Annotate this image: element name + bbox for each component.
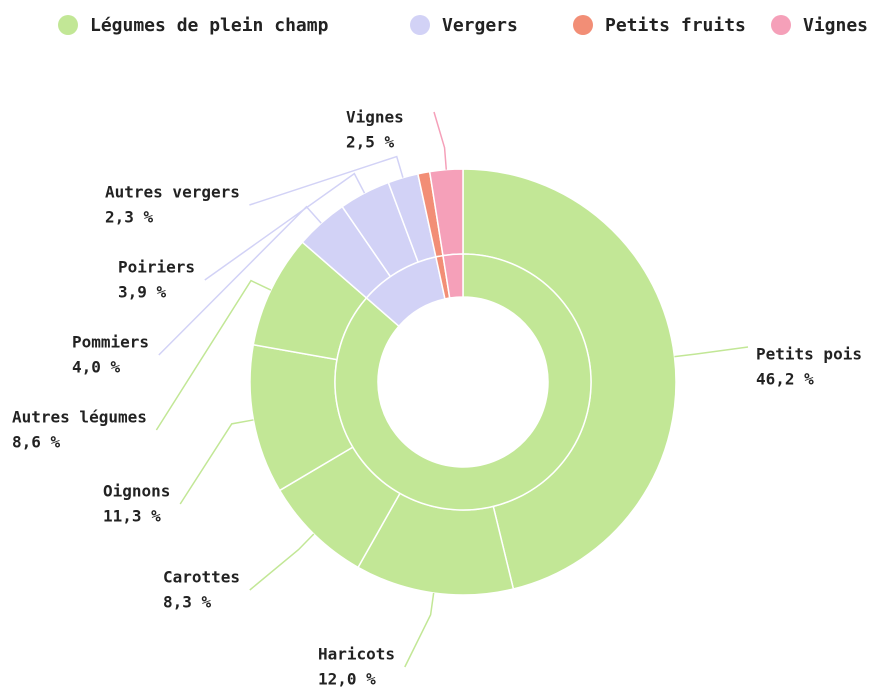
slice-label: Vignes (346, 108, 404, 127)
leader-line (155, 279, 272, 431)
leader-line (249, 533, 315, 591)
slice-value: 2,3 % (105, 208, 154, 227)
legend-label: Vignes (803, 15, 868, 36)
legend-marker (573, 15, 593, 35)
leader-line (433, 111, 448, 170)
legend-marker (58, 15, 78, 35)
slice-label: Carottes (163, 568, 240, 587)
slice-label: Oignons (103, 482, 170, 501)
slice-value: 8,6 % (12, 433, 61, 452)
leader-line (179, 419, 254, 505)
slice-value: 4,0 % (72, 358, 121, 377)
legend-label: Légumes de plein champ (90, 15, 329, 36)
legend-label: Vergers (442, 15, 518, 36)
slice-label: Pommiers (72, 333, 149, 352)
slice-label: Haricots (318, 645, 395, 664)
leader-line (674, 346, 749, 358)
slice-value: 11,3 % (103, 507, 161, 526)
slice-value: 8,3 % (163, 593, 212, 612)
slice-label: Autres vergers (105, 183, 240, 202)
legend-label: Petits fruits (605, 15, 746, 36)
leader-line (249, 155, 404, 206)
inner-segment (442, 253, 464, 299)
legend-marker (771, 15, 791, 35)
slice-label: Autres légumes (12, 408, 147, 427)
leader-line (204, 172, 366, 281)
leader-line (158, 205, 322, 356)
slice-label: Poiriers (118, 258, 195, 277)
slice-value: 12,0 % (318, 670, 376, 688)
inner-segment (334, 253, 592, 511)
leader-line (404, 592, 435, 668)
slice-value: 3,9 % (118, 283, 167, 302)
slice-label: Petits pois (756, 345, 862, 364)
legend-marker (410, 15, 430, 35)
slice-value: 2,5 % (346, 133, 395, 152)
slice-value: 46,2 % (756, 370, 814, 389)
